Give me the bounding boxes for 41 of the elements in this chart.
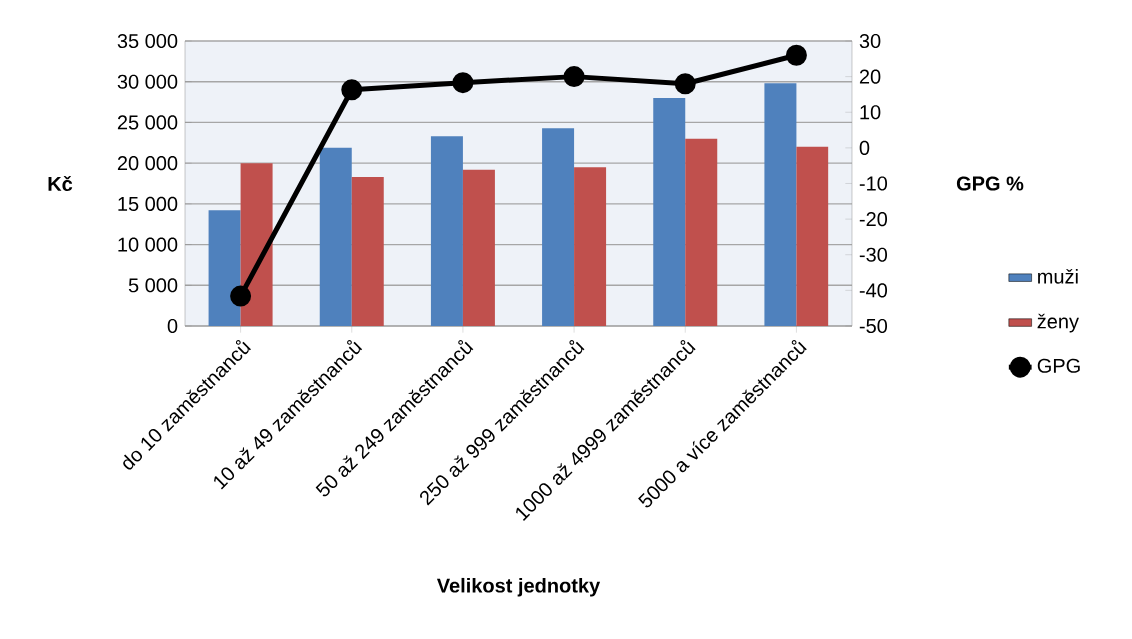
y2-tick-label: -20: [859, 212, 888, 227]
y-axis-title: Kč: [48, 175, 73, 192]
point: [230, 285, 252, 307]
y-tick-label: 25 000: [117, 115, 178, 130]
y-tick-label: 15 000: [118, 196, 178, 211]
point: [341, 79, 363, 101]
bar: [430, 136, 463, 326]
x-axis-title: Velikost jednotky: [436, 577, 601, 597]
point: [452, 72, 474, 94]
point: [785, 44, 807, 66]
point: [674, 73, 696, 95]
y2-tick-label: -10: [859, 176, 888, 191]
y2-tick-label: 30: [859, 33, 881, 49]
bar: [240, 163, 273, 326]
y-tick-label: 5 000: [128, 278, 178, 293]
bar: [653, 98, 686, 326]
y2-axis-title: GPG %: [956, 176, 1024, 191]
legend-label: ženy: [1037, 313, 1079, 333]
y2-tick-label: -50: [859, 318, 888, 334]
y2-tick-label: -40: [859, 283, 888, 298]
bar: [574, 167, 607, 326]
y-tick-label: 35 000: [117, 33, 178, 49]
bar: [542, 128, 575, 326]
bar: [796, 146, 829, 326]
y2-tick-label: 0: [859, 140, 870, 155]
y-tick-label: 0: [167, 318, 178, 334]
legend-label: muži: [1038, 268, 1078, 284]
bar: [208, 210, 241, 326]
bar: [319, 147, 352, 326]
y-tick-label: 30 000: [117, 74, 178, 89]
bar: [462, 169, 495, 326]
y-tick-label: 20 000: [117, 156, 178, 171]
y2-tick-label: -30: [859, 247, 888, 262]
y2-tick-label: 10: [860, 105, 881, 120]
y2-tick-label: 20: [859, 69, 881, 84]
y-tick-label: 10 000: [118, 237, 178, 252]
bar: [685, 138, 718, 326]
bar: [351, 176, 384, 326]
legend-label: GPG: [1037, 358, 1080, 373]
bar: [764, 83, 797, 326]
point: [563, 66, 585, 88]
